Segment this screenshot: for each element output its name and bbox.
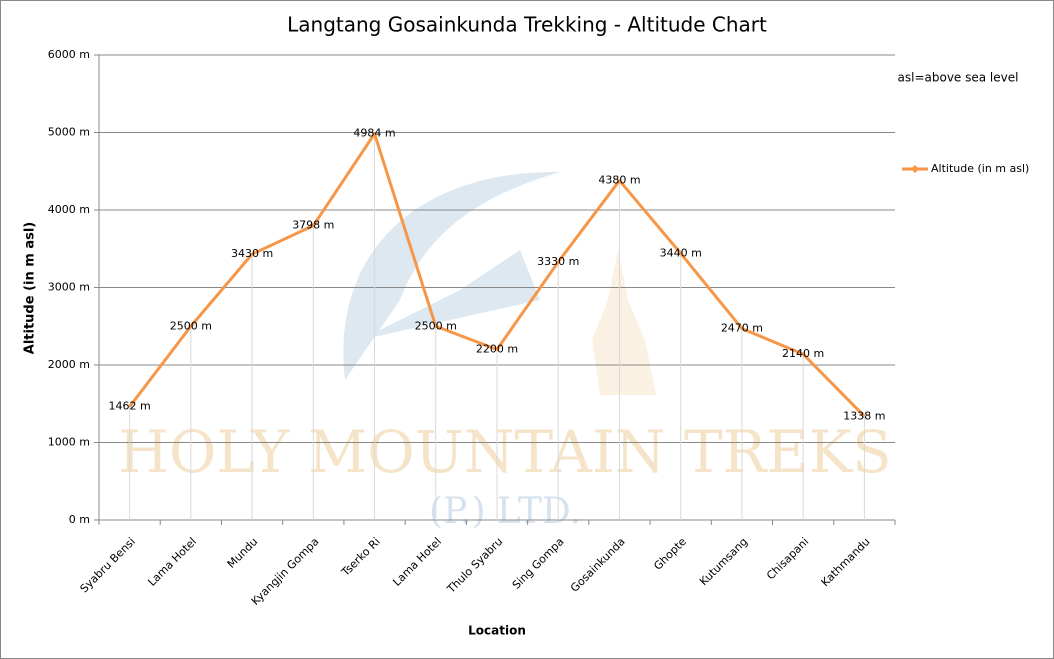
- data-label: 2500 m: [415, 319, 457, 332]
- y-tick-label: 4000 m: [48, 203, 90, 216]
- watermark-text: (P.) LTD.: [429, 491, 581, 532]
- data-label: 3330 m: [537, 255, 579, 268]
- data-label: 4380 m: [598, 174, 640, 187]
- data-label: 2470 m: [721, 322, 763, 335]
- data-label: 3430 m: [231, 247, 273, 260]
- x-axis-title: Location: [468, 624, 526, 638]
- watermark-text: HOLY MOUNTAIN TREKS: [118, 418, 891, 486]
- y-tick-label: 1000 m: [48, 436, 90, 449]
- data-label: 3798 m: [292, 219, 334, 232]
- watermark-logo: [343, 171, 656, 395]
- data-label: 2140 m: [782, 347, 824, 360]
- legend-marker: [911, 165, 919, 173]
- y-tick-label: 2000 m: [48, 358, 90, 371]
- y-axis-title: Altitude (in m asl): [23, 222, 38, 354]
- data-label: 3440 m: [660, 246, 702, 259]
- data-label: 4984 m: [353, 127, 395, 140]
- series-line: [128, 132, 866, 418]
- y-tick-label: 0 m: [69, 513, 90, 526]
- data-label: 1338 m: [843, 409, 885, 422]
- data-label: 2500 m: [170, 319, 212, 332]
- y-tick-label: 6000 m: [48, 48, 90, 61]
- y-tick-label: 5000 m: [48, 126, 90, 139]
- chart-title: Langtang Gosainkunda Trekking - Altitude…: [287, 13, 767, 37]
- y-tick-label: 3000 m: [48, 281, 90, 294]
- legend-label: Altitude (in m asl): [931, 162, 1029, 175]
- data-label: 2200 m: [476, 343, 518, 356]
- annotation: asl=above sea level: [898, 71, 1019, 85]
- data-label: 1462 m: [109, 400, 151, 413]
